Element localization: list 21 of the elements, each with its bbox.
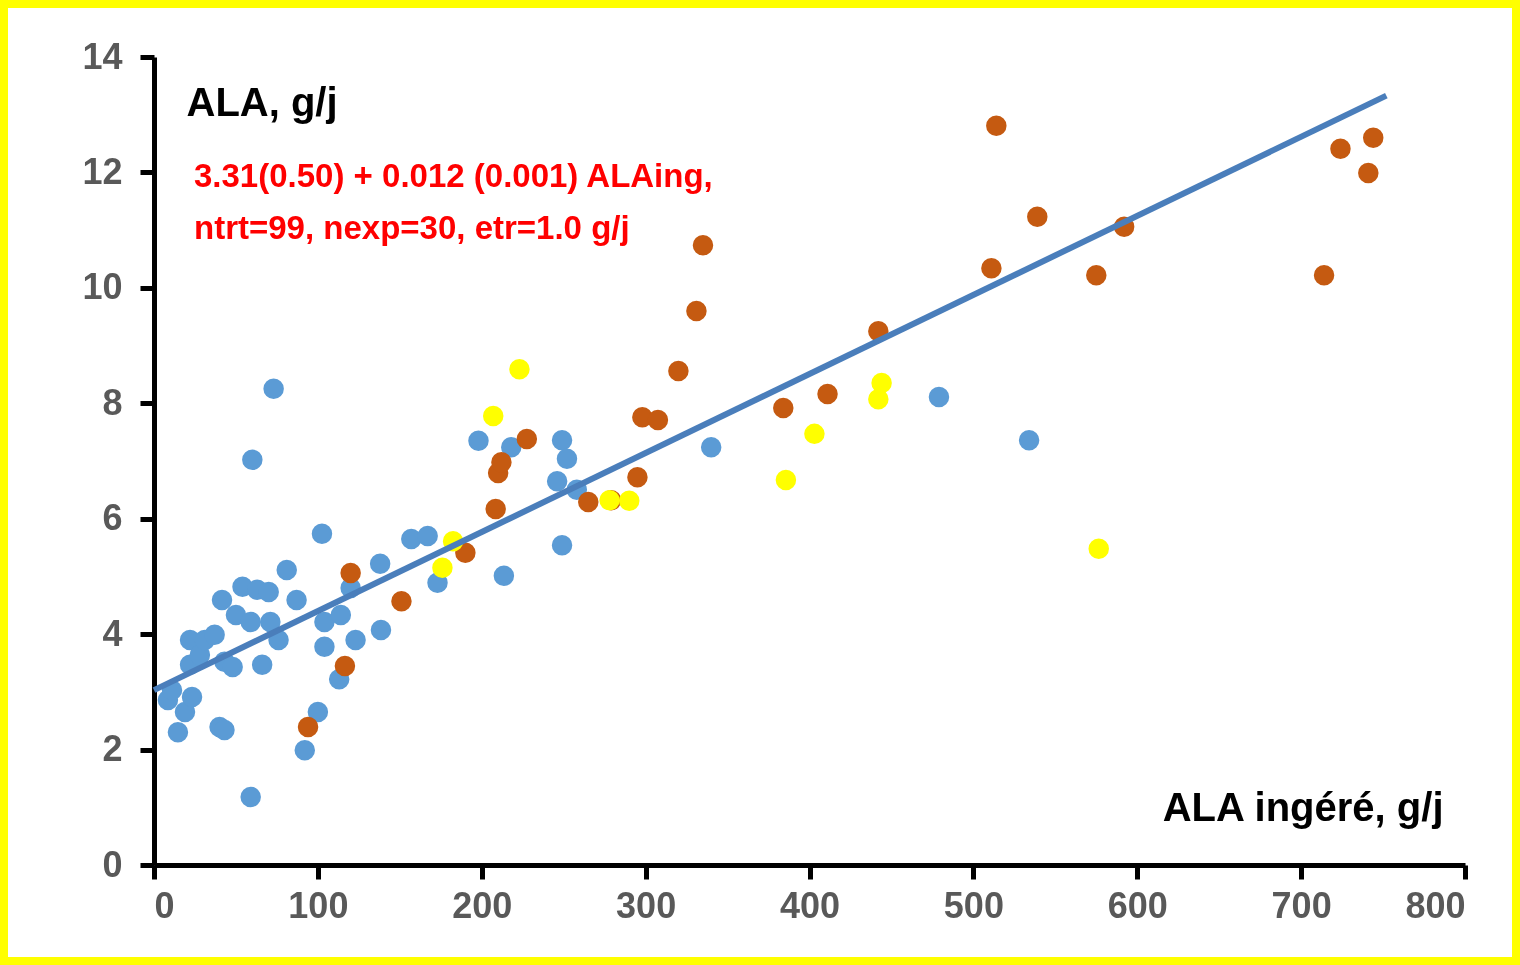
y-tick-label: 6 xyxy=(102,497,123,539)
x-tick-label: 200 xyxy=(452,884,513,926)
x-tick-label: 100 xyxy=(288,884,349,926)
x-tick-label: 800 xyxy=(1405,884,1466,926)
annotation: ntrt=99, nexp=30, etr=1.0 g/j xyxy=(194,209,630,246)
y-tick-label: 14 xyxy=(82,35,123,77)
x-tick-label: 600 xyxy=(1107,884,1168,926)
x-tick-label: 300 xyxy=(616,884,677,926)
x-tick-label: 0 xyxy=(154,884,175,926)
y-tick-label: 8 xyxy=(102,381,123,423)
y-tick-label: 0 xyxy=(102,843,123,885)
y-tick-label: 2 xyxy=(102,728,123,770)
y-tick-label: 10 xyxy=(82,266,123,308)
annotation: 3.31(0.50) + 0.012 (0.001) ALAing, xyxy=(194,157,713,194)
x-tick-label: 700 xyxy=(1271,884,1332,926)
x-axis-title: ALA ingéré, g/j xyxy=(1162,784,1444,829)
y-axis-title: ALA, g/j xyxy=(186,79,338,124)
y-tick-label: 12 xyxy=(82,150,123,192)
x-tick-label: 500 xyxy=(943,884,1004,926)
y-tick-label: 4 xyxy=(102,612,123,654)
x-tick-label: 400 xyxy=(779,884,841,926)
